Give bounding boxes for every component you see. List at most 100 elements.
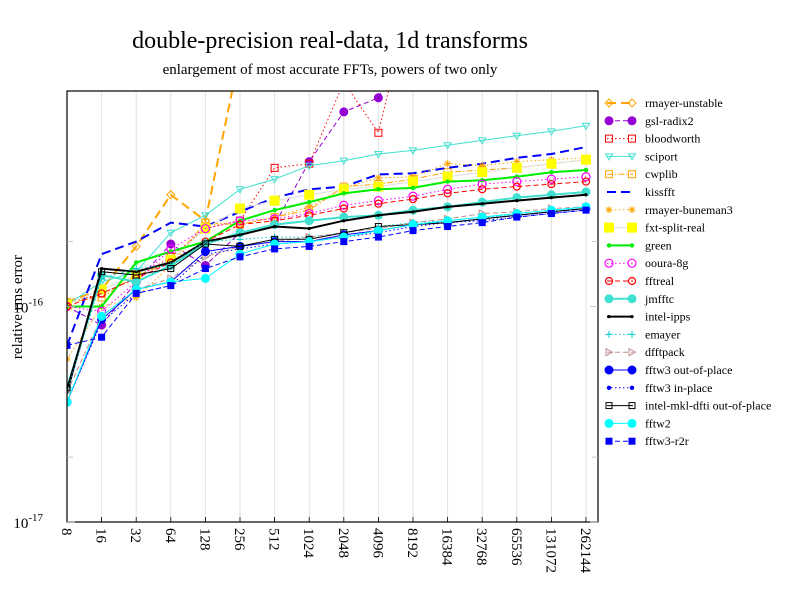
data-point-ooura-8g [373,196,383,206]
legend-label: fftreal [645,274,675,288]
legend-item-ooura-8g: ooura-8g [604,256,688,270]
x-tick-label: 64 [162,528,178,544]
legend-label: emayer [645,327,680,341]
data-point-fxt-split-real [269,195,280,206]
data-point-intel-ipps [411,210,415,214]
data-point-green [341,191,346,196]
legend-marker [627,276,637,286]
legend-label: jmfftc [644,292,674,306]
x-tick-label: 256 [231,528,247,551]
data-point-sciport [547,128,556,136]
data-point-intel-ipps [273,224,277,229]
data-point-intel-ipps [446,205,450,209]
data-point-rmayer-unstable [236,49,244,57]
legend-marker [627,365,637,375]
data-point-fftw3-r2r [340,238,348,246]
x-tick-label: 65536 [508,528,524,566]
data-point-fftreal [581,177,591,186]
series-intel-mkl-dfti-out-of-place [67,204,590,392]
y-tick-label: 10-16 [13,297,43,317]
data-point-ooura-8g [581,172,591,182]
data-point-fxt-split-real [304,189,315,200]
series-green [67,167,589,309]
data-point-rmayer-buneman3 [132,294,140,302]
data-point-fftw3-r2r [236,253,244,261]
data-point-fxt-split-real [546,158,557,169]
series-line-ooura-8g [67,176,587,312]
series-line-intel-mkl-dfti-out-of-place [67,208,587,388]
data-point-intel-mkl-dfti-out-of-place [236,242,244,250]
legend-marker [627,116,637,126]
series-dfftpack [67,202,591,395]
data-point-gsl-radix2 [373,93,383,103]
data-point-rmayer-unstable [166,190,176,200]
data-point-intel-ipps [342,219,346,223]
data-point-ooura-8g [166,244,176,254]
series-line-dfftpack [67,206,587,393]
x-tick-label: 32768 [473,528,489,566]
legend-marker [628,170,636,179]
data-point-intel-ipps [549,196,554,200]
x-tick-label: 32 [127,528,143,543]
data-point-ooura-8g [408,191,418,201]
data-point-fftreal [478,185,487,194]
legend-marker [629,385,635,390]
legend-item-rmayer-buneman3: rmayer-buneman3 [605,203,733,217]
series-kissfft [67,146,587,346]
series-layer [67,49,591,407]
data-point-fftw3-r2r [132,289,140,297]
data-point-ooura-8g [512,176,522,187]
data-point-rmayer-buneman3 [444,160,452,168]
data-point-sciport [408,147,418,155]
legend-marker [604,258,614,268]
data-point-sciport [235,186,245,194]
legend-label: bloodworth [645,132,700,146]
legend-label: fxt-split-real [645,221,706,235]
x-tick-label: 512 [266,528,282,551]
data-point-emayer [132,265,140,273]
data-point-sciport [581,122,591,131]
legend-item-intel-mkl-dfti-out-of-place: intel-mkl-dfti out-of-place [605,399,771,413]
data-point-intel-mkl-dfti-out-of-place [201,240,209,248]
data-point-fftreal [339,204,348,213]
legend-marker [605,170,613,179]
data-point-sciport [477,137,487,145]
legend-label: kissfft [645,185,675,199]
legend-marker [628,330,636,338]
series-line-bloodworth [67,91,389,305]
legend-marker [604,98,614,108]
x-tick-label: 8 [58,528,74,536]
plot-frame [66,90,599,523]
legend-label: fftw3-r2r [645,434,689,448]
data-point-fftw3-r2r [409,227,417,235]
data-point-intel-ipps [238,233,242,237]
legend: rmayer-unstable gsl-radix2 bloodworth scipo… [604,96,771,448]
data-point-ooura-8g [200,223,210,234]
legend-marker [605,330,613,338]
data-point-fftw3-r2r [271,245,279,253]
legend-marker [630,315,634,319]
data-point-fftw3-r2r [374,233,382,241]
legend-item-fftw3-r2r: fftw3-r2r [605,434,689,448]
series-line-sciport [67,125,587,306]
data-point-sciport [201,212,210,220]
data-point-fftw2 [200,273,210,283]
legend-label: intel-mkl-dfti out-of-place [645,399,771,413]
legend-marker [628,437,636,445]
legend-label: rmayer-unstable [645,96,723,110]
legend-item-kissfft: kissfft [607,185,675,199]
legend-label: fftw2 [645,416,671,430]
data-point-gsl-radix2 [339,107,349,117]
legend-item-dfftpack: dfftpack [605,345,685,359]
legend-marker [605,347,614,357]
legend-item-intel-ipps: intel-ipps [607,310,691,324]
data-point-fftreal [547,179,556,189]
legend-label: ooura-8g [645,256,688,270]
data-point-rmayer-buneman3 [374,174,382,182]
data-point-fftw3-r2r [201,265,209,273]
series-fftw3-r2r [67,206,590,349]
data-point-bloodworth [340,79,347,86]
data-point-fxt-split-real [477,167,488,178]
legend-marker [627,153,637,161]
